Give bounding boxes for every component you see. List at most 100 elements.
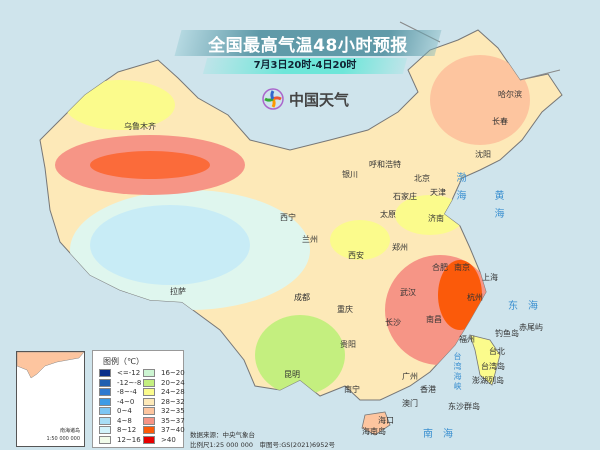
place-label: 钓鱼岛: [495, 329, 519, 338]
legend-swatch: [99, 416, 111, 425]
inset-name: 南海诸岛: [59, 428, 80, 434]
city-label: 太原: [380, 210, 396, 219]
taiwan-island: [469, 334, 501, 386]
legend-item: 24~28: [143, 388, 185, 396]
logo: 中国天气: [262, 88, 349, 110]
sea-label-donghai: 东海: [508, 301, 548, 312]
legend-item: 0~4: [99, 407, 132, 415]
city-label: 沈阳: [475, 150, 491, 159]
legend-item: 37~40: [143, 426, 185, 434]
legend-label: 20~24: [161, 378, 185, 387]
city-label: 长沙: [385, 318, 401, 327]
city-label: 呼和浩特: [369, 160, 401, 169]
city-label: 西安: [348, 251, 364, 260]
logo-text: 中国天气: [289, 90, 350, 109]
legend-swatch: [143, 369, 155, 377]
city-label: 兰州: [302, 235, 318, 244]
city-label: 石家庄: [393, 192, 417, 201]
legend-label: 24~28: [161, 388, 185, 396]
scale-info: 比例尺1:25 000 000 审图号:GS(2021)6952号: [190, 441, 336, 449]
legend-label: <=-12: [117, 369, 141, 377]
legend-label: 4~8: [117, 416, 132, 425]
legend-swatch: [143, 407, 155, 415]
city-label: 郑州: [392, 243, 408, 252]
legend-item: -8~-4: [99, 388, 137, 396]
city-label: 拉萨: [170, 287, 186, 296]
data-source: 数据来源：中央气象台: [190, 431, 255, 439]
legend-item: 8~12: [99, 426, 136, 434]
city-label: 广州: [402, 372, 418, 381]
city-label: 哈尔滨: [498, 90, 522, 99]
legend: 图例（℃） <=-12 -12~-8 -8~-4 -4~0 0~4 4~8 8~12 12~1…: [92, 350, 185, 448]
legend-label: 32~35: [161, 407, 185, 415]
city-label: 西宁: [280, 213, 296, 222]
legend-label: 35~37: [161, 416, 185, 425]
legend-label: 16~20: [161, 369, 185, 377]
legend-swatch: [143, 416, 155, 425]
city-label: 银川: [342, 170, 358, 179]
place-label: 澎湖列岛: [472, 376, 504, 385]
sea-label-huanghai: 黄海: [492, 190, 503, 226]
place-label: 东沙群岛: [448, 402, 480, 411]
south-china-sea-inset: 南海诸岛 1:50 000 000: [16, 351, 85, 447]
place-label: 海南岛: [362, 427, 386, 436]
legend-label: 12~16: [117, 435, 141, 444]
legend-label: -4~0: [117, 397, 135, 406]
city-label: 重庆: [337, 305, 353, 314]
china-land: [39, 21, 563, 436]
city-label: 杭州: [467, 293, 483, 302]
legend-item: -4~0: [99, 397, 135, 406]
legend-label: 37~40: [161, 426, 185, 434]
legend-item: 20~24: [143, 378, 185, 387]
legend-swatch: [143, 397, 155, 406]
pinwheel-logo-icon: [262, 88, 284, 110]
hainan-island: [361, 411, 391, 436]
city-label: 乌鲁木齐: [124, 122, 156, 131]
legend-item: 32~35: [143, 407, 185, 415]
page-title: 全国最高气温48小时预报: [208, 36, 408, 56]
legend-swatch: [143, 426, 155, 434]
legend-label: -12~-8: [117, 378, 142, 387]
legend-item: >40: [143, 435, 176, 444]
legend-item: <=-12: [99, 369, 140, 377]
city-label: 福州: [459, 335, 475, 344]
city-label: 成都: [294, 293, 310, 302]
city-label: 上海: [482, 273, 498, 282]
legend-swatch: [99, 388, 111, 396]
city-label: 昆明: [284, 370, 300, 379]
legend-item: 35~37: [143, 416, 185, 425]
city-label: 济南: [428, 214, 444, 223]
city-label: 澳门: [402, 399, 418, 408]
city-label: 南宁: [344, 385, 360, 394]
city-label: 长春: [492, 117, 508, 126]
inset-coast: [17, 352, 84, 379]
legend-title: 图例（℃）: [103, 357, 144, 366]
city-label: 北京: [414, 174, 430, 183]
city-label: 南昌: [426, 315, 442, 324]
city-label: 南京: [454, 263, 470, 272]
legend-label: -8~-4: [117, 388, 137, 396]
legend-swatch: [99, 397, 111, 406]
sea-label-nanhai: 南海: [423, 429, 463, 440]
legend-swatch: [99, 435, 111, 444]
city-label: 武汉: [400, 288, 416, 297]
city-label: 台北: [489, 347, 505, 356]
sea-label-bohai: 渤海: [454, 172, 465, 208]
legend-item: 28~32: [143, 397, 185, 406]
city-label: 海口: [378, 416, 394, 425]
legend-swatch: [99, 407, 111, 415]
inset-scale: 1:50 000 000: [46, 436, 81, 442]
place-label: 赤尾屿: [519, 323, 543, 332]
city-label: 香港: [420, 385, 436, 394]
time-range: 7月3日20时-4日20时: [253, 60, 357, 71]
legend-label: 0~4: [117, 407, 132, 415]
legend-swatch: [99, 369, 111, 377]
legend-item: 4~8: [99, 416, 132, 425]
city-label: 贵阳: [340, 340, 356, 349]
legend-label: >40: [161, 435, 176, 444]
legend-item: -12~-8: [99, 378, 142, 387]
legend-swatch: [143, 435, 155, 444]
city-label: 天津: [430, 188, 446, 197]
legend-swatch: [99, 426, 111, 434]
